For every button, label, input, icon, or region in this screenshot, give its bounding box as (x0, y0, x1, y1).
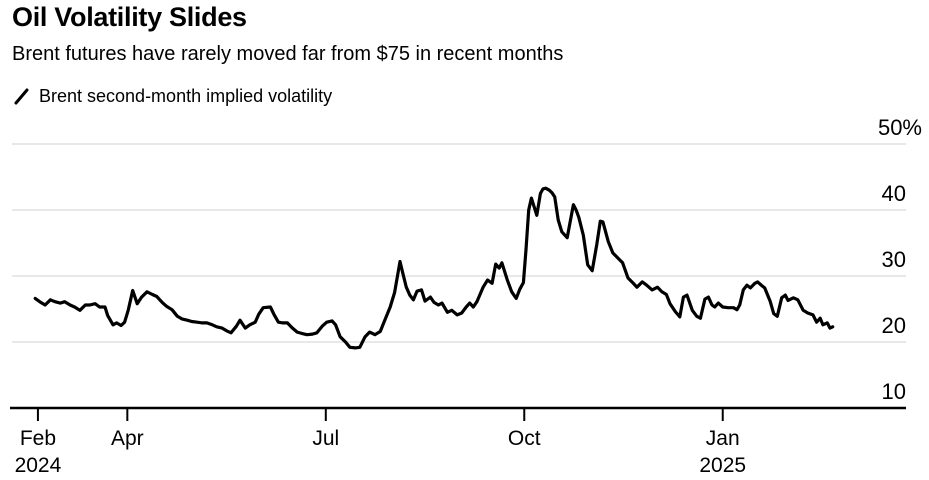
chart-title: Oil Volatility Slides (12, 2, 247, 32)
y-axis-label-10: 10 (882, 379, 906, 404)
chart-subtitle: Brent futures have rarely moved far from… (12, 43, 564, 65)
y-axis-label-40: 40 (882, 181, 906, 206)
y-axis-label-20: 20 (882, 313, 906, 338)
x-axis-label-Jan: Jan (706, 427, 740, 450)
line-series-slash-icon (14, 88, 29, 105)
x-axis-label-Jul: Jul (312, 427, 339, 450)
x-axis-label-Apr: Apr (111, 427, 144, 450)
brent-implied-volatility-line (33, 186, 835, 350)
legend-series-label: Brent second-month implied volatility (39, 86, 333, 106)
y-axis-label-30: 30 (882, 247, 906, 272)
y-axis-label-50: 50% (878, 115, 922, 140)
x-axis-label-Oct: Oct (508, 427, 541, 450)
x-axis-year-2025: 2025 (699, 454, 746, 477)
chart-legend: Brent second-month implied volatility (13, 86, 332, 107)
x-axis-year-2024: 2024 (15, 454, 62, 477)
x-axis-label-Feb: Feb (20, 427, 56, 450)
